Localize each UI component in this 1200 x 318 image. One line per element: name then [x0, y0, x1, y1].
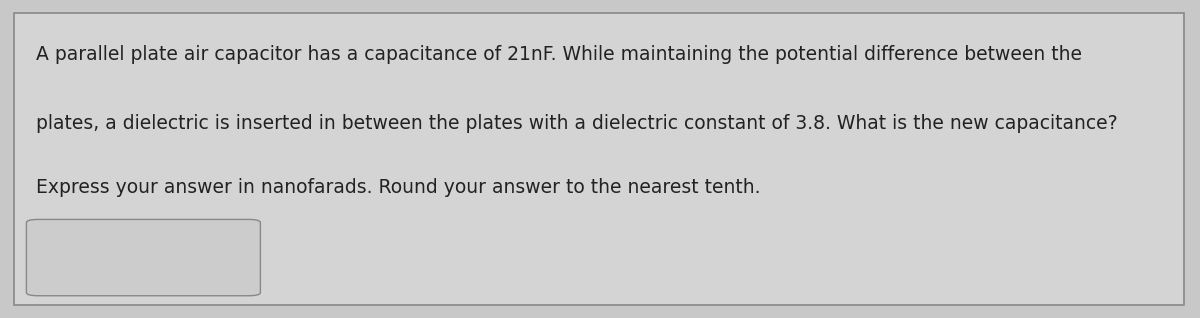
Text: plates, a dielectric is inserted in between the plates with a dielectric constan: plates, a dielectric is inserted in betw…: [36, 114, 1117, 134]
Text: Express your answer in nanofarads. Round your answer to the nearest tenth.: Express your answer in nanofarads. Round…: [36, 178, 761, 197]
Text: A parallel plate air capacitor has a capacitance of 21nF. While maintaining the : A parallel plate air capacitor has a cap…: [36, 45, 1082, 64]
FancyBboxPatch shape: [26, 219, 260, 296]
FancyBboxPatch shape: [14, 13, 1184, 305]
